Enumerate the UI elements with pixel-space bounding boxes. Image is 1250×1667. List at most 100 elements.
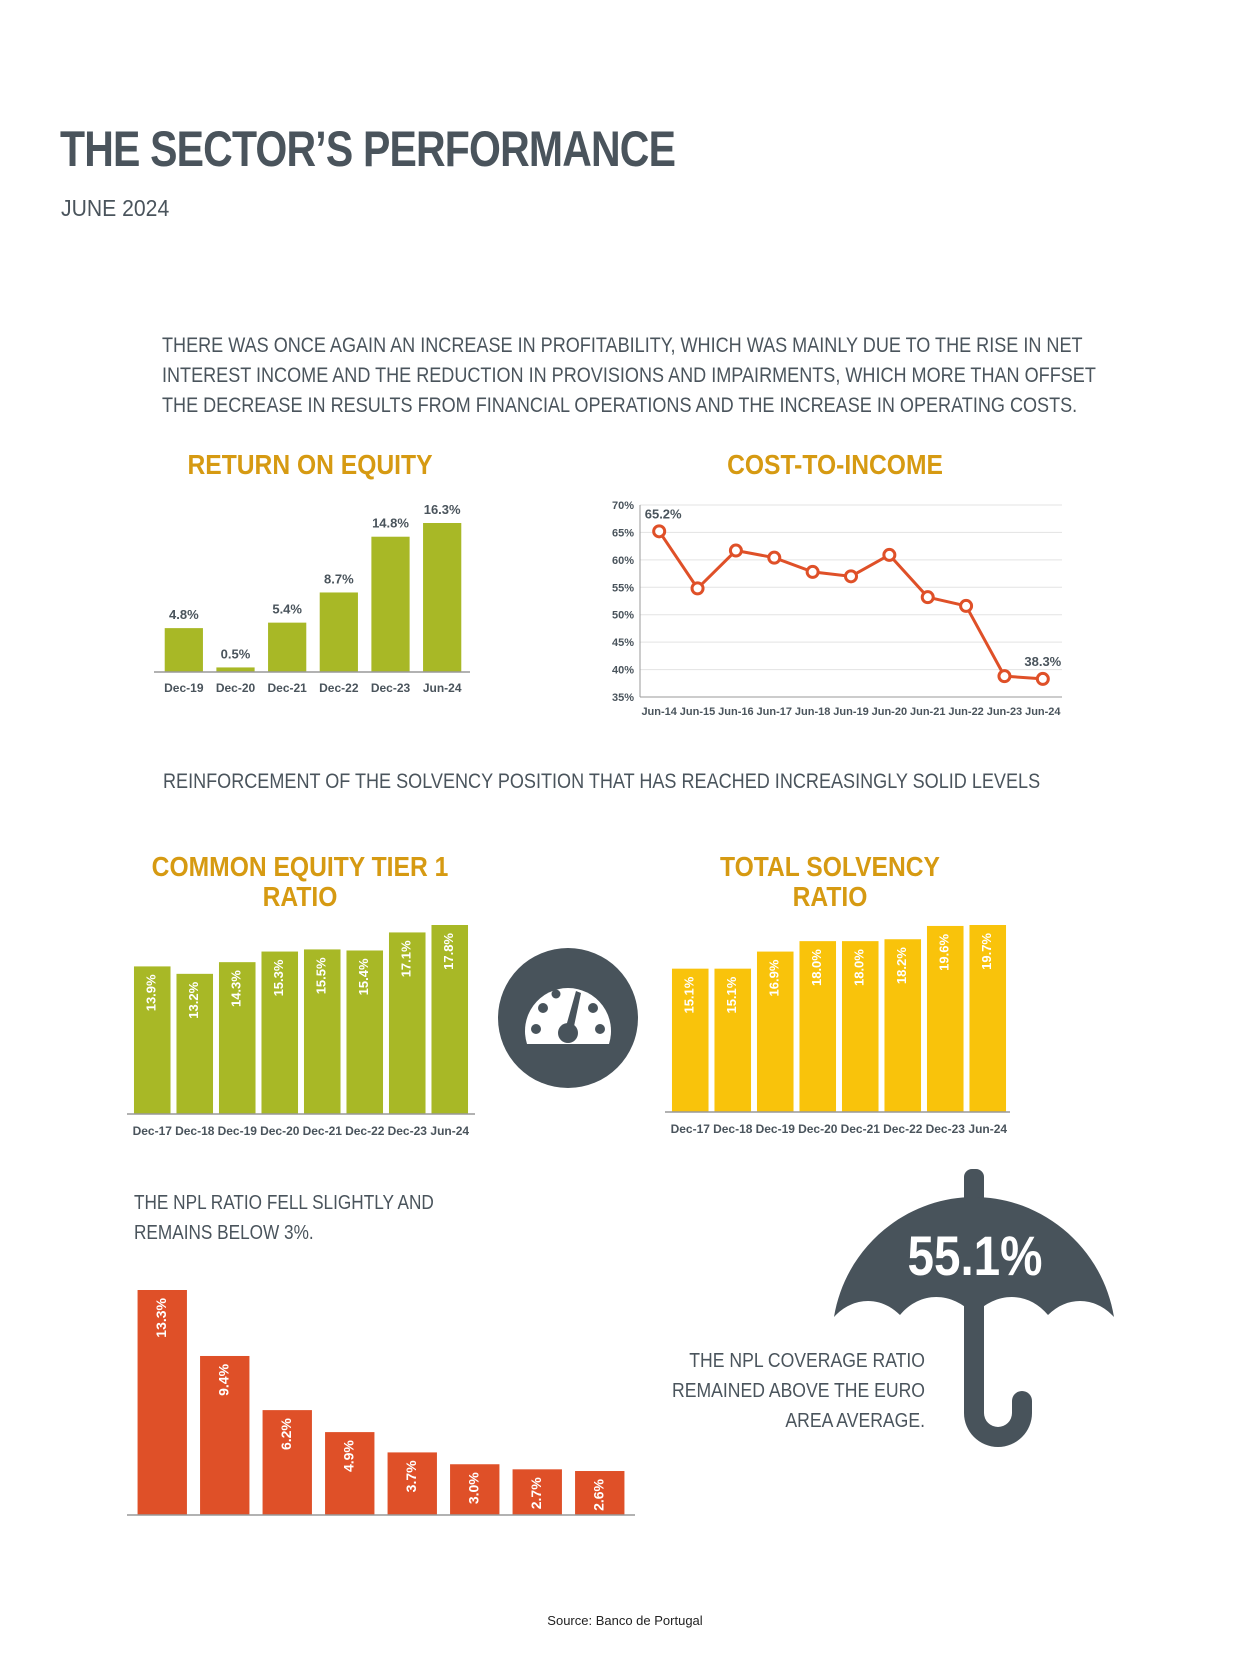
page-subtitle: JUNE 2024 [61,195,170,221]
x-tick-label: Dec-17 [133,1124,173,1135]
source-note: Source: Banco de Portugal [547,1613,703,1628]
x-tick-label: Dec-20 [260,1124,300,1135]
data-label: 4.9% [340,1440,356,1472]
roe-chart: 4.8% Dec-19 0.5% Dec-20 5.4% Dec-21 8.7% Dec-22… [154,502,470,695]
intro-paragraph: THERE WAS ONCE AGAIN AN INCREASE IN PROF… [162,331,1248,421]
bar [450,1464,500,1515]
x-tick-label: Jun-24 [423,681,462,695]
data-label: 13.3% [153,1297,169,1337]
y-tick-label: 60% [612,555,634,567]
y-tick-label: 50% [612,610,634,622]
series-line [657,530,1043,681]
data-label: 13.9% [144,974,159,1011]
bar [137,1290,187,1515]
x-tick-label: Dec-23 [388,1124,428,1135]
x-tick-label: Dec-21 [841,1122,881,1135]
intro-line: INTEREST INCOME AND THE REDUCTION IN PRO… [162,364,1096,387]
bar [387,1452,437,1515]
bar [423,523,462,672]
data-point [844,569,858,584]
data-point [882,547,897,562]
x-tick-label: Dec-20 [216,681,256,695]
cet1-title-line: COMMON EQUITY TIER 1 [151,851,449,882]
x-tick-label: Dec-19 [756,1122,796,1135]
data-point [920,590,935,605]
data-label: 18.0% [852,949,867,986]
data-label: 17.8% [441,933,456,970]
bar [262,1410,312,1515]
x-tick-label: Jun-22 [948,706,983,718]
bar [164,628,203,672]
data-label: 4.8% [169,607,199,622]
tsr-title-line: RATIO [792,881,868,912]
data-point [767,550,782,565]
coverage-paragraph: THE NPL COVERAGE RATIO REMAINED ABOVE TH… [620,1346,925,1436]
bar [714,968,752,1112]
bar [756,951,794,1112]
bar [325,1432,375,1515]
x-tick-label: Dec-23 [371,681,411,695]
data-label: 38.3% [1024,654,1061,669]
bar [200,1355,250,1515]
x-tick-label: Jun-23 [987,706,1022,718]
data-label: 15.3% [271,959,286,996]
x-tick-label: Dec-23 [926,1122,966,1135]
bar [268,622,307,672]
tsr-title-line: TOTAL SOLVENCY [720,851,940,882]
data-label: 13.2% [186,981,201,1018]
x-tick-label: Dec-21 [303,1124,343,1135]
y-tick-label: 70% [612,500,634,512]
data-label: 15.5% [314,957,329,994]
x-tick-label: Jun-19 [833,706,868,718]
data-point [997,669,1012,684]
data-point [728,543,743,558]
data-label: 19.7% [979,933,994,970]
data-label: 8.7% [324,571,354,586]
tsr-chart-title: TOTAL SOLVENCY RATIO [689,852,971,912]
bar [319,592,358,672]
data-label: 65.2% [645,506,682,521]
x-tick-label: Jun-21 [910,706,945,718]
data-label: 5.4% [272,602,302,617]
bar [575,1471,625,1515]
y-tick-label: 65% [612,527,634,539]
data-label: 9.4% [215,1363,231,1395]
solvency-sentence: REINFORCEMENT OF THE SOLVENCY POSITION T… [163,770,1041,793]
bar [431,925,469,1114]
bar [218,962,256,1114]
x-tick-label: Jun-24 [430,1124,469,1135]
y-tick-label: 45% [612,637,634,649]
tsr-chart: 15.1% Dec-17 15.1% Dec-18 16.9% Dec-19 18.0% De… [665,925,1010,1135]
bar [884,939,922,1112]
cet1-chart-title: COMMON EQUITY TIER 1 RATIO [150,852,449,912]
coverage-line: REMAINED ABOVE THE EURO [672,1380,925,1402]
x-tick-label: Jun-16 [718,706,753,718]
x-tick-label: Dec-19 [218,1124,258,1135]
x-tick-label: Dec-22 [345,1124,385,1135]
coverage-line: AREA AVERAGE. [785,1410,925,1432]
cet1-chart: 13.9% Dec-17 13.2% Dec-18 14.3% Dec-19 15.3% De… [127,925,475,1135]
data-label: 17.1% [399,940,414,977]
data-label: 0.5% [221,646,251,661]
bar [512,1469,562,1515]
data-point [690,581,705,596]
x-tick-label: Jun-18 [795,706,830,718]
intro-line: THE DECREASE IN RESULTS FROM FINANCIAL O… [162,394,1078,417]
bar [133,966,171,1114]
bar [799,941,837,1112]
npl-line: REMAINS BELOW 3%. [134,1222,314,1244]
bar [176,973,214,1114]
data-point [959,598,974,613]
data-label: 2.7% [528,1477,544,1509]
x-tick-label: Dec-19 [164,681,204,695]
coverage-line: THE NPL COVERAGE RATIO [689,1350,925,1372]
data-label: 16.9% [767,959,782,996]
data-label: 6.2% [278,1418,294,1450]
data-label: 16.3% [424,502,461,517]
x-tick-label: Jun-15 [680,706,715,718]
data-label: 2.6% [590,1478,606,1510]
npl-line: THE NPL RATIO FELL SLIGHTLY AND [134,1192,434,1214]
roe-chart-title: RETURN ON EQUITY [187,449,433,480]
data-label: 15.4% [356,958,371,995]
data-label: 3.7% [403,1460,419,1492]
